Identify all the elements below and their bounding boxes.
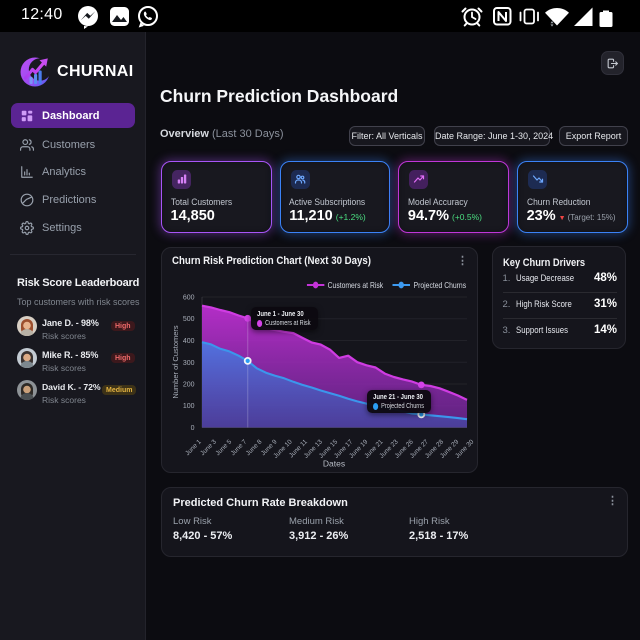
- svg-text:100: 100: [183, 403, 195, 410]
- svg-text:300: 300: [183, 360, 195, 367]
- svg-text:400: 400: [183, 338, 195, 345]
- svg-text:Dates: Dates: [323, 459, 345, 469]
- svg-text:Number of Customers: Number of Customers: [171, 325, 180, 399]
- svg-text:500: 500: [183, 316, 195, 323]
- svg-text:200: 200: [183, 382, 195, 389]
- svg-text:0: 0: [191, 425, 195, 432]
- svg-text:600: 600: [183, 295, 195, 302]
